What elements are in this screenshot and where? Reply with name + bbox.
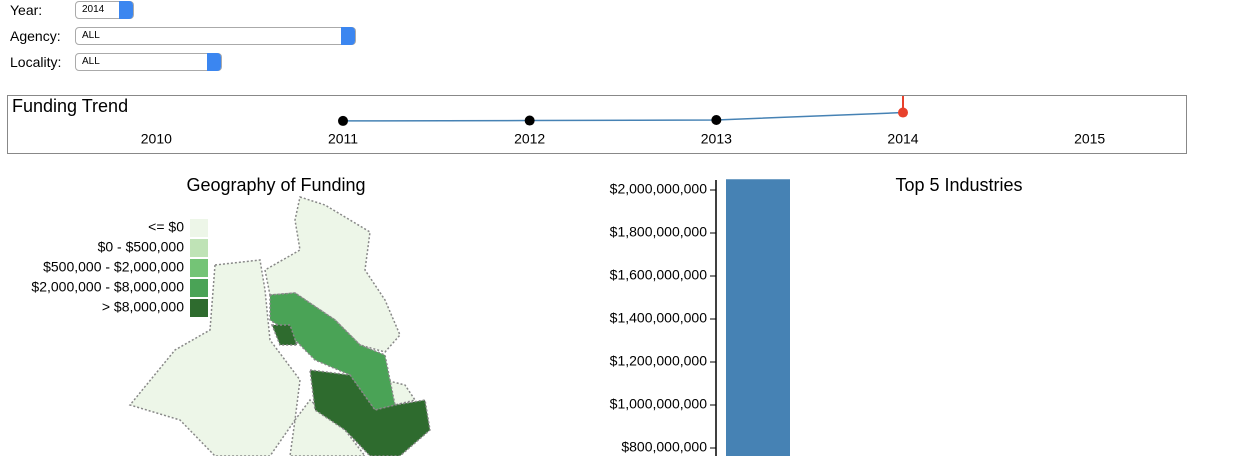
year-select[interactable]: 2014 <box>75 1 134 19</box>
agency-label: Agency: <box>10 28 61 44</box>
trend-frame <box>7 95 1187 154</box>
locality-label: Locality: <box>10 54 62 70</box>
x-tick-label: 2012 <box>514 131 545 147</box>
region[interactable] <box>309 369 431 456</box>
legend-swatch <box>190 299 208 317</box>
y-tick-label: $1,200,000,000 <box>610 353 708 369</box>
bar <box>726 179 790 456</box>
trend-point <box>338 115 348 126</box>
region[interactable] <box>264 196 401 353</box>
map <box>128 196 431 456</box>
legend-swatch <box>190 259 208 277</box>
legend-label: $0 - $500,000 <box>98 239 185 255</box>
map-title: Geography of Funding <box>186 175 365 195</box>
y-tick-label: $2,000,000,000 <box>610 181 708 197</box>
legend-swatch <box>190 239 208 257</box>
x-tick-label: 2015 <box>1074 131 1105 147</box>
y-tick-label: $800,000,000 <box>621 439 707 455</box>
region[interactable] <box>128 259 301 456</box>
legend-label: $500,000 - $2,000,000 <box>43 259 184 275</box>
x-tick-label: 2010 <box>141 131 172 147</box>
x-tick-label: 2013 <box>701 131 732 147</box>
region[interactable] <box>270 324 299 346</box>
trend-line <box>342 111 904 122</box>
trend-point <box>711 115 722 125</box>
legend-swatch <box>190 219 208 237</box>
x-tick-label: 2014 <box>887 131 918 147</box>
trend-title: Funding Trend <box>12 96 128 116</box>
agency-select[interactable]: ALL <box>75 27 356 45</box>
trend-point <box>898 107 908 118</box>
legend-swatch <box>190 279 208 297</box>
legend-label: <= $0 <box>148 219 184 235</box>
year-label: Year: <box>10 2 43 18</box>
legend-label: $2,000,000 - $8,000,000 <box>31 279 184 295</box>
locality-select[interactable]: ALL <box>75 53 222 71</box>
x-tick-label: 2011 <box>328 131 358 147</box>
y-tick-label: $1,600,000,000 <box>610 267 708 283</box>
bar-title: Top 5 Industries <box>895 175 1022 195</box>
legend-label: > $8,000,000 <box>102 299 184 315</box>
y-tick-label: $1,800,000,000 <box>610 224 708 240</box>
region[interactable] <box>289 398 366 456</box>
y-tick-label: $1,000,000,000 <box>610 396 708 412</box>
trend-point <box>524 115 535 126</box>
y-tick-label: $1,400,000,000 <box>610 310 708 326</box>
